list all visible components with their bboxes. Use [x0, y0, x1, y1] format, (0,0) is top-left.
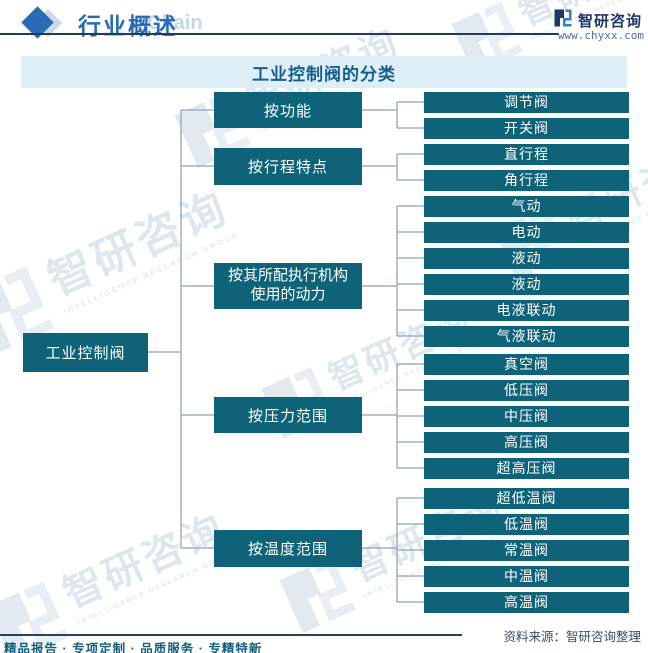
footer-divider [0, 634, 462, 636]
chart-title-bar: 工业控制阀的分类 [21, 56, 627, 88]
chain-watermark-text: Chain [147, 12, 203, 34]
section-title: 行业概述 [78, 13, 178, 39]
footer-tagline: 精品报告 · 专项定制 · 品质服务 · 专精特新 [4, 642, 263, 653]
brand-name: 智研咨询 [577, 13, 642, 30]
header-divider [0, 33, 559, 35]
data-source: 资料来源：智研咨询整理 [503, 630, 641, 644]
website-url: www.chyxx.com [557, 29, 644, 42]
chart-title: 工业控制阀的分类 [252, 64, 396, 84]
zhiyan-logo-icon [553, 8, 573, 33]
brand-logo: 智研咨询 [553, 8, 642, 33]
